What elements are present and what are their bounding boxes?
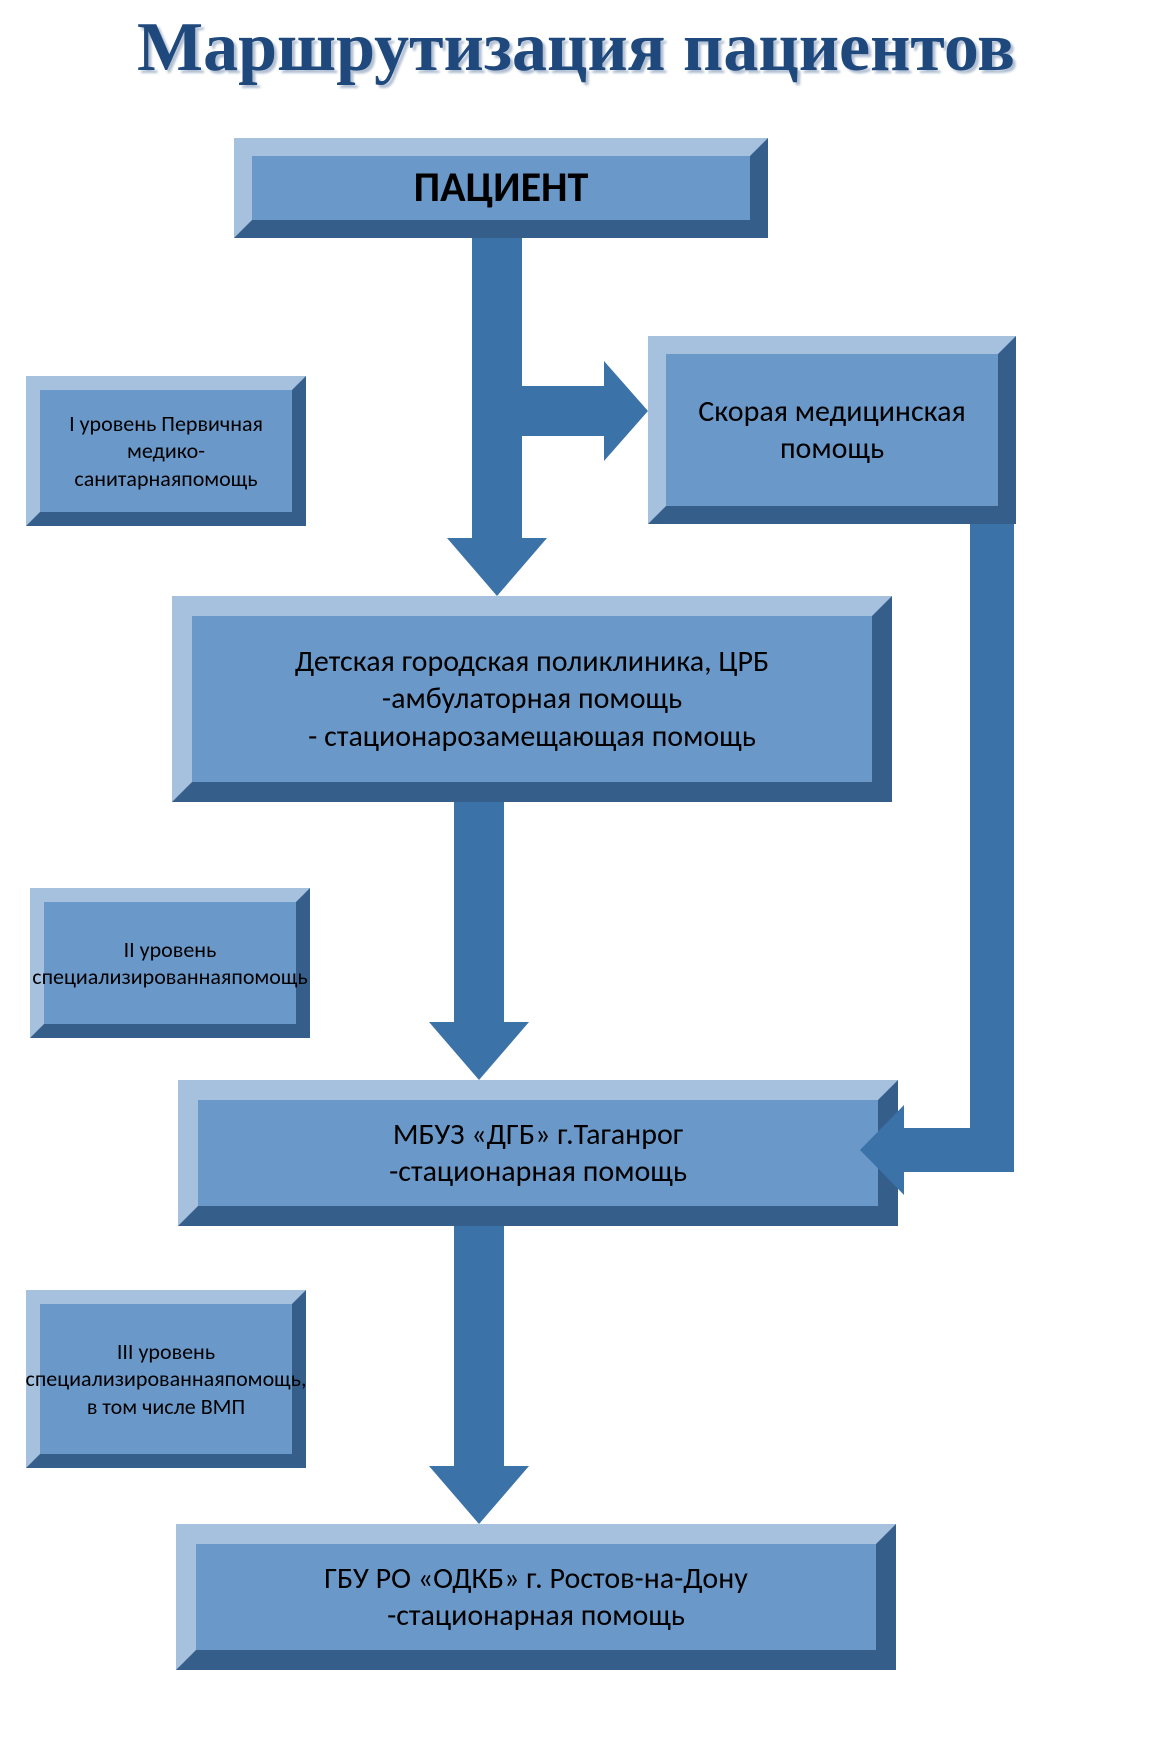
node-patient: ПАЦИЕНТ [234,138,768,238]
arrow-patient-to-ambulance [522,361,648,461]
node-mbuz-label: МБУЗ «ДГБ» г.Таганрог-стационарная помощ… [379,1108,697,1199]
page-title: Маршрутизация пациентов [40,8,1112,88]
node-level3-label: III уровень специализированнаяпомощь, в … [16,1330,317,1429]
node-polyclinic-label: Детская городская поликлиника, ЦРБ-амбул… [285,635,779,764]
node-ambulance-label: Скорая медицинская помощь [648,385,1016,476]
node-polyclinic: Детская городская поликлиника, ЦРБ-амбул… [172,596,892,802]
arrow-ambulance-to-mbuz-shaft [970,524,1014,1128]
arrow-ambulance-to-mbuz-head [860,1105,1014,1195]
node-level2: II уровень специализированнаяпомощь [30,888,310,1038]
arrow-mbuz-to-gbu [429,1226,529,1524]
node-level2-label: II уровень специализированнаяпомощь [22,928,317,999]
node-patient-label: ПАЦИЕНТ [404,154,599,223]
arrow-polyclinic-to-mbuz [429,802,529,1080]
node-level1: I уровень Первичная медико-санитарнаяпом… [26,376,306,526]
node-level1-label: I уровень Первичная медико-санитарнаяпом… [26,402,306,501]
node-ambulance: Скорая медицинская помощь [648,336,1016,524]
node-level3: III уровень специализированнаяпомощь, в … [26,1290,306,1468]
page-title-text: Маршрутизация пациентов [137,9,1015,86]
node-gbu: ГБУ РО «ОДКБ» г. Ростов-на-Дону-стациона… [176,1524,896,1670]
node-gbu-label: ГБУ РО «ОДКБ» г. Ростов-на-Дону-стациона… [314,1552,758,1643]
node-mbuz: МБУЗ «ДГБ» г.Таганрог-стационарная помощ… [178,1080,898,1226]
